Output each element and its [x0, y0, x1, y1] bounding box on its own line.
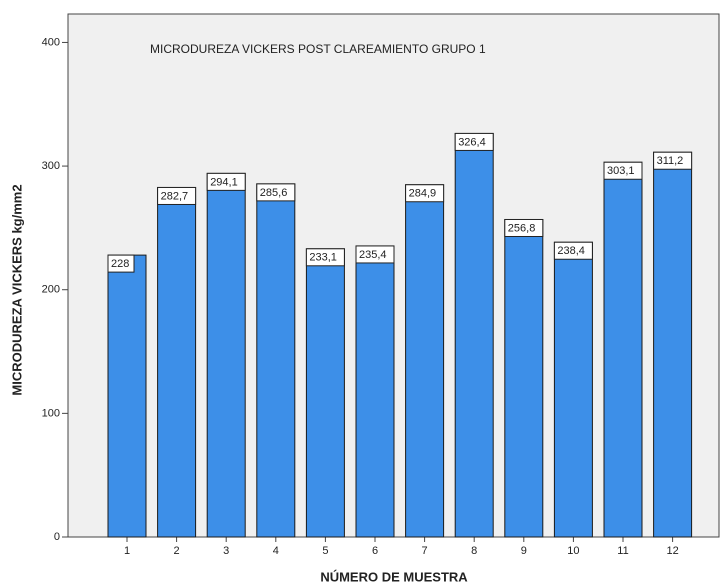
value-label: 238,4	[557, 245, 585, 257]
value-label: 235,4	[359, 249, 387, 261]
x-tick-label: 8	[471, 545, 477, 557]
x-tick-label: 3	[223, 545, 229, 557]
bar	[305, 248, 345, 538]
bar	[553, 241, 593, 538]
y-tick-label: 300	[42, 160, 60, 172]
x-tick-label: 1	[124, 545, 130, 557]
value-label-box	[405, 184, 445, 203]
value-label-box	[504, 218, 544, 237]
value-label: 233,1	[309, 252, 337, 264]
value-label: 294,1	[210, 176, 238, 188]
x-tick-label: 4	[273, 545, 279, 557]
value-label-box	[355, 245, 395, 264]
x-tick-label: 6	[372, 545, 378, 557]
x-tick-label: 9	[521, 545, 527, 557]
value-label-box	[553, 241, 593, 260]
y-tick-label: 200	[42, 284, 60, 296]
value-label-box	[454, 132, 494, 151]
x-tick-label: 12	[666, 545, 678, 557]
y-tick-label: 0	[54, 531, 60, 543]
y-tick-label: 100	[42, 407, 60, 419]
x-tick-label: 10	[567, 545, 579, 557]
bar	[405, 184, 445, 538]
value-label-box	[206, 172, 246, 191]
x-tick-label: 5	[322, 545, 328, 557]
value-label: 228	[111, 258, 129, 270]
value-label-box	[107, 254, 135, 273]
x-tick-label: 2	[174, 545, 180, 557]
value-label: 311,2	[657, 155, 684, 167]
bar	[504, 218, 544, 538]
value-label-box	[603, 161, 643, 180]
bar	[107, 254, 147, 538]
chart-title: MICRODUREZA VICKERS POST CLAREAMIENTO GR…	[150, 42, 486, 56]
value-label-box	[305, 248, 345, 267]
y-axis-label: MICRODUREZA VICKERS kg/mm2	[9, 184, 24, 395]
y-tick-label: 400	[42, 36, 60, 48]
value-label: 284,9	[409, 188, 437, 200]
bar	[157, 186, 197, 538]
bar	[206, 172, 246, 538]
bar	[603, 161, 643, 538]
x-tick-label: 11	[617, 545, 628, 557]
bar	[454, 132, 494, 538]
bar	[355, 245, 395, 538]
x-tick-label: 7	[422, 545, 428, 557]
bar	[653, 151, 693, 538]
value-label-box	[256, 183, 296, 202]
value-label: 285,6	[260, 187, 288, 199]
value-label: 256,8	[508, 222, 536, 234]
value-label: 282,7	[161, 190, 189, 202]
value-label-box	[157, 186, 197, 205]
value-label: 303,1	[607, 165, 635, 177]
value-label: 326,4	[458, 136, 486, 148]
x-axis-label: NÚMERO DE MUESTRA	[320, 569, 468, 584]
value-label-box	[653, 151, 693, 170]
bar	[256, 183, 296, 538]
